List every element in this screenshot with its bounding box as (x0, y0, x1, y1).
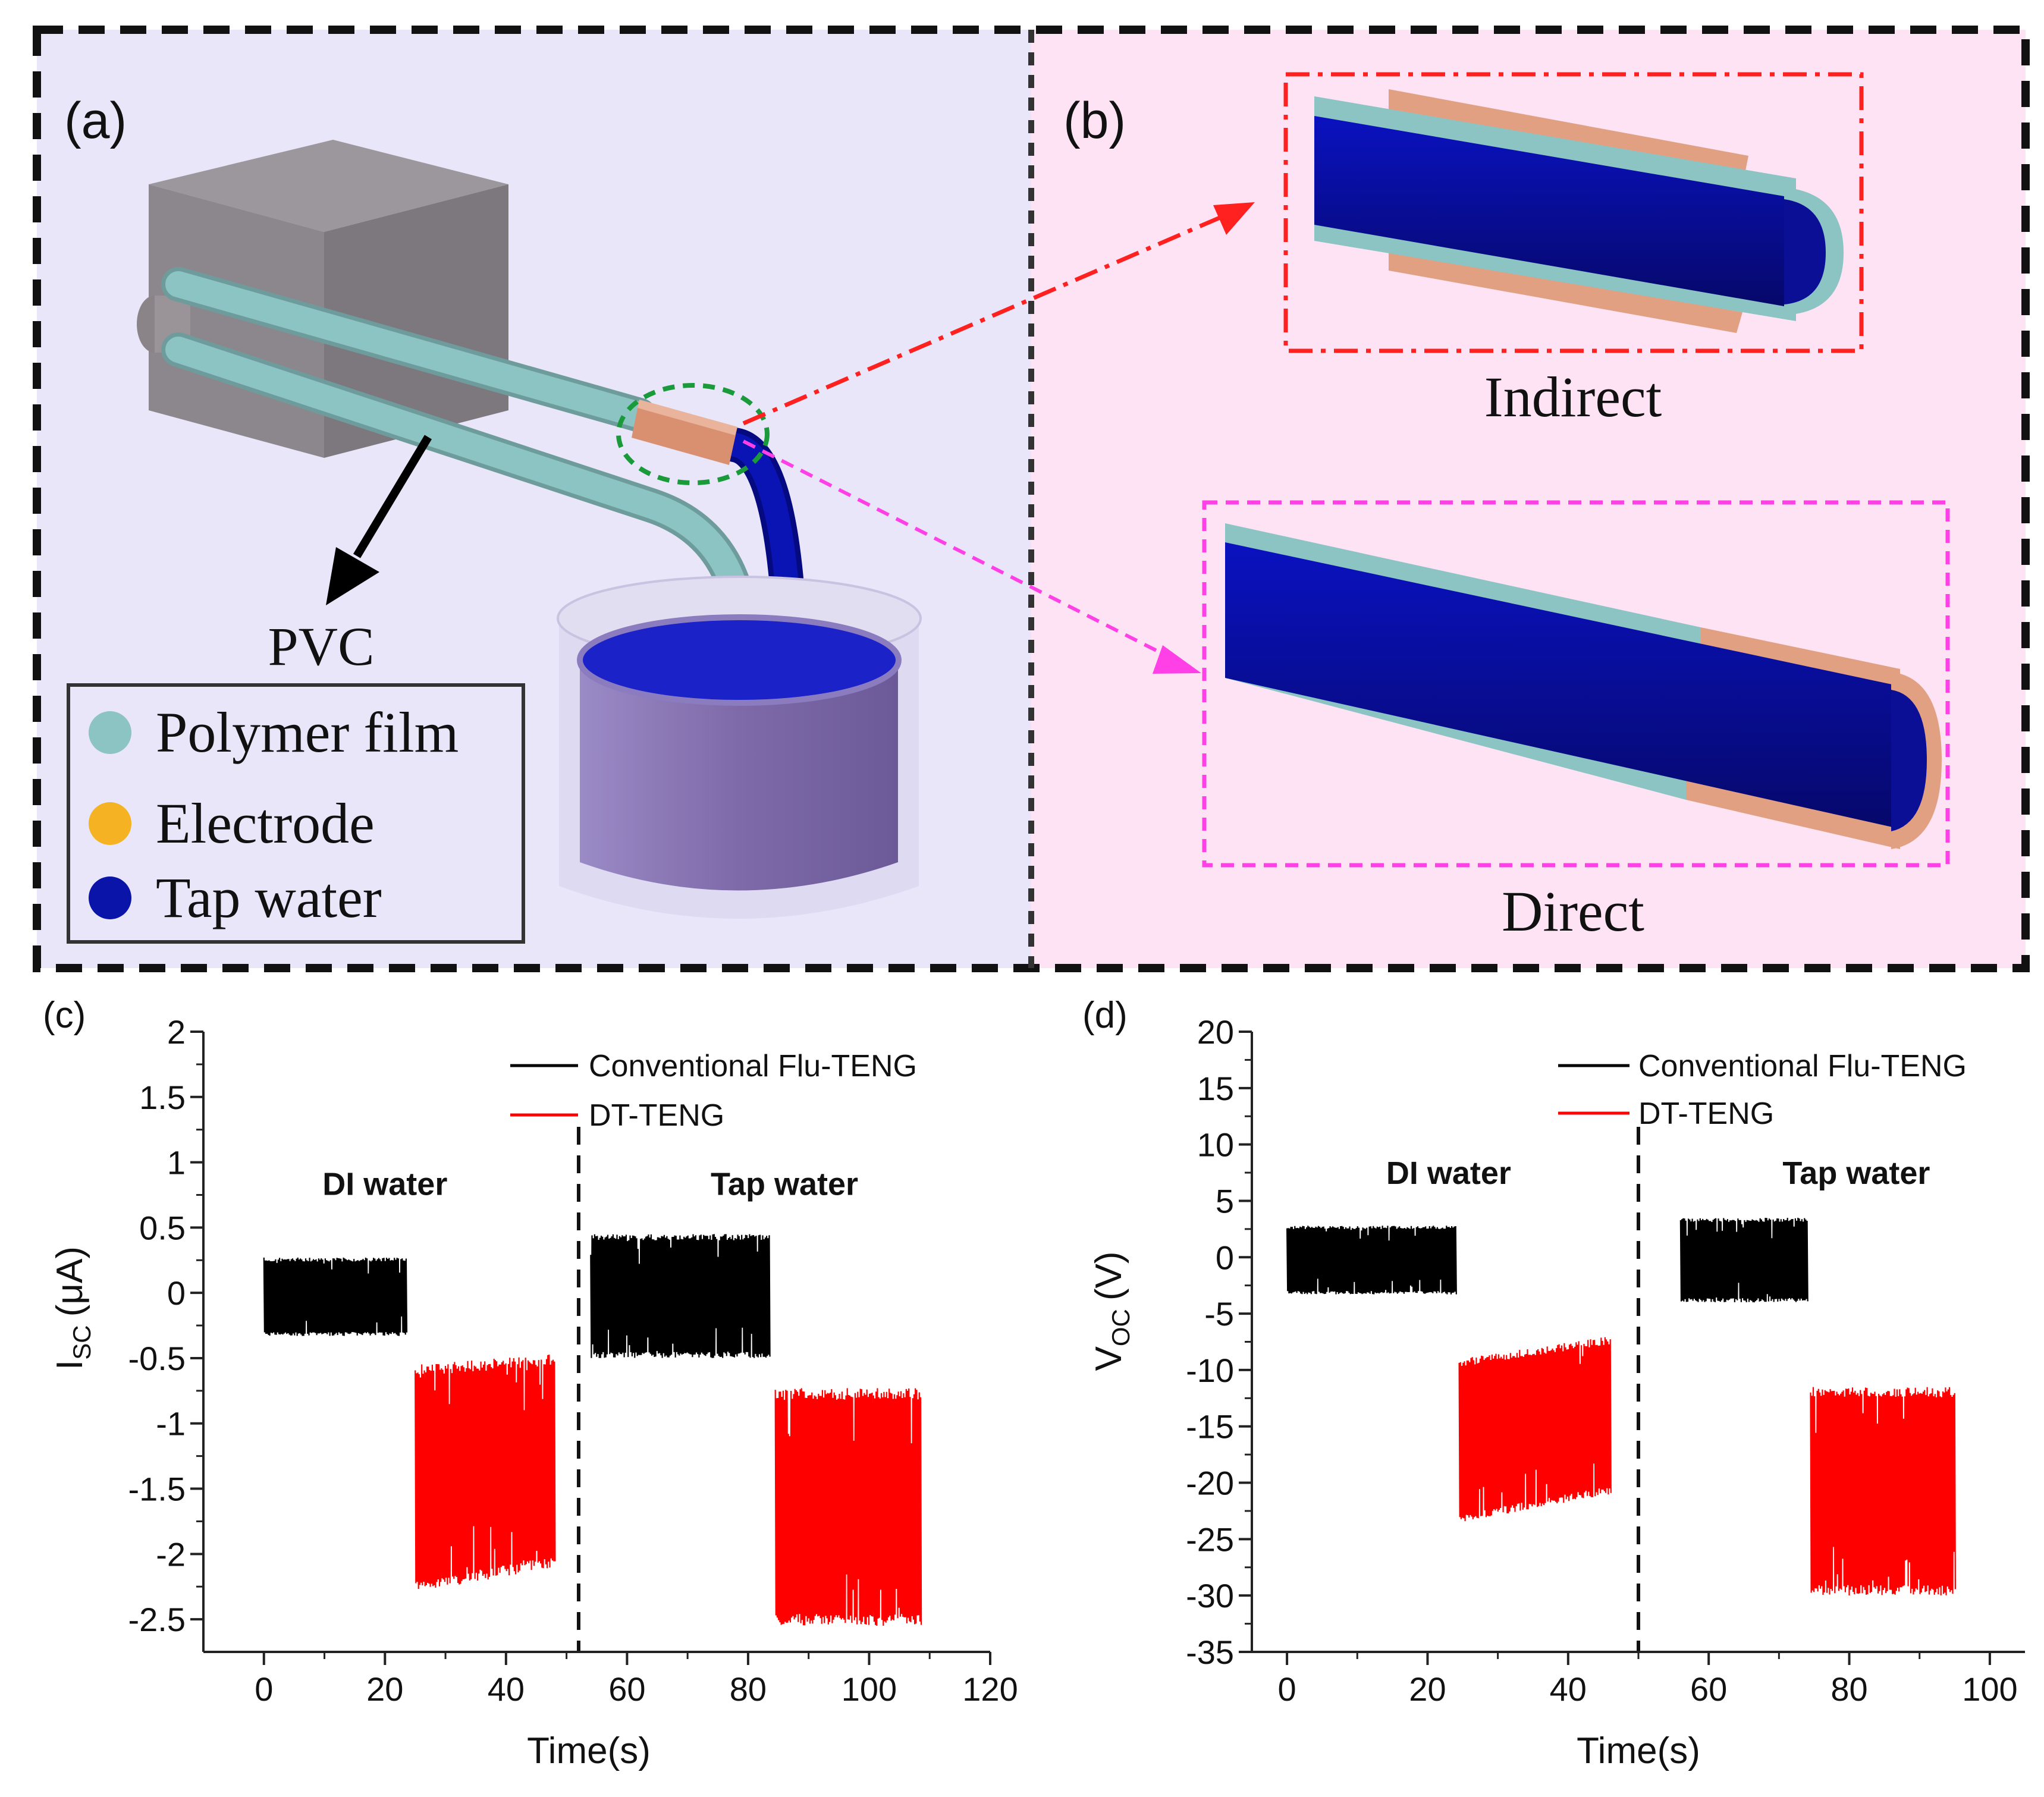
chart-d-y-unit: (V) (1088, 1251, 1129, 1300)
water-container (557, 576, 922, 919)
chart-d-y-tick-label: 10 (1197, 1126, 1234, 1164)
chart-c-series-conventional-tap-water (590, 1234, 771, 1358)
chart-d-plot-area (1286, 1127, 1956, 1652)
chart-c-x-axis: 0 20 40 60 80 100 120 (203, 1651, 1018, 1708)
chart-d-y-tick-label: 20 (1197, 1013, 1234, 1051)
chart-c-y-tick-label: -2 (156, 1535, 186, 1573)
chart-c-legend-conventional: Conventional Flu-TENG (589, 1049, 917, 1083)
chart-d-x-tick-label: 20 (1409, 1670, 1446, 1708)
chart-c-y-tick-label: 0 (167, 1274, 186, 1312)
direct-inset (1202, 500, 1950, 868)
pvc-label: PVC (268, 616, 375, 677)
chart-d-x-tick-label: 100 (1962, 1670, 2017, 1708)
chart-c-y-tick-label: -1 (156, 1405, 186, 1443)
chart-d: (d) 20 15 10 5 0 -5 -10 -15 -20 -25 -30 -35 0 20 40 60… (1082, 995, 2025, 1771)
chart-c-x-tick-label: 100 (842, 1670, 897, 1708)
chart-c-y-symbol: I (49, 1360, 90, 1370)
chart-d-y-tick-label: -25 (1186, 1520, 1234, 1558)
direct-arrow (742, 439, 1201, 674)
chart-c-y-tick-label: 0.5 (139, 1209, 186, 1246)
chart-c-y-subscript: SC (68, 1325, 96, 1359)
chart-c-y-axis: 2 1.5 1 0.5 0 -0.5 -1 -1.5 -2 -2.5 (128, 1013, 205, 1652)
chart-c-legend: Conventional Flu-TENG DT-TENG (510, 1049, 917, 1133)
chart-c-y-tick-label: 1 (167, 1144, 186, 1182)
material-legend: Polymer film Electrode Tap water (67, 683, 525, 944)
chart-d-y-tick-label: -20 (1186, 1465, 1234, 1502)
electrode-swatch (89, 802, 131, 845)
chart-c-x-tick-label: 40 (488, 1670, 525, 1708)
chart-d-y-tick-label: -35 (1186, 1633, 1234, 1671)
chart-d-x-tick-label: 60 (1690, 1670, 1727, 1708)
chart-c-legend-dt: DT-TENG (589, 1098, 724, 1133)
chart-c-annotation-di-water: DI water (322, 1166, 447, 1202)
chart-c-y-tick-label: 2 (167, 1013, 186, 1051)
chart-d-y-tick-label: 0 (1216, 1239, 1234, 1276)
legend-tap-water: Tap water (156, 866, 382, 929)
chart-c-y-axis-label: ISC (μA) (49, 1246, 96, 1370)
chart-c-x-tick-label: 20 (366, 1670, 403, 1708)
chart-c-y-tick-label: -2.5 (128, 1601, 186, 1638)
svg-text:VOC(V): VOC (V) (1088, 1251, 1135, 1371)
chart-d-y-tick-label: -5 (1204, 1295, 1234, 1333)
chart-c-plot-area (263, 1127, 922, 1652)
chart-d-series-dt-di-water (1458, 1337, 1612, 1522)
chart-d-series-conventional-tap-water (1679, 1217, 1808, 1303)
chart-d-y-tick-label: -10 (1186, 1352, 1234, 1389)
chart-c-annotation-tap-water: Tap water (711, 1166, 858, 1202)
chart-d-series-dt-tap-water (1810, 1387, 1956, 1596)
chart-d-series-conventional-di-water (1286, 1226, 1457, 1295)
chart-d-y-symbol: V (1088, 1346, 1129, 1371)
chart-d-annotation-di-water: DI water (1386, 1155, 1511, 1191)
chart-c-series-dt-di-water (415, 1355, 556, 1589)
panel-a-label: (a) (64, 92, 127, 149)
chart-d-x-tick-label: 80 (1831, 1670, 1867, 1708)
chart-c: (c) 2 1.5 1 0.5 0 -0.5 -1 -1.5 -2 -2.5 0 20 40 60 80 1… (43, 995, 1018, 1771)
chart-d-x-axis: 0 20 40 60 80 100 (1252, 1651, 2025, 1708)
chart-d-panel-label: (d) (1082, 995, 1128, 1036)
chart-d-y-tick-label: 5 (1216, 1182, 1234, 1220)
chart-d-legend-dt: DT-TENG (1638, 1097, 1774, 1131)
indirect-arrow (742, 202, 1255, 426)
chart-d-annotation-tap-water: Tap water (1782, 1155, 1930, 1191)
chart-d-y-axis: 20 15 10 5 0 -5 -10 -15 -20 -25 -30 -35 (1186, 1013, 1253, 1671)
legend-electrode: Electrode (156, 791, 375, 855)
chart-c-series-conventional-di-water (263, 1257, 408, 1336)
svg-text:ISC(μA): ISC (μA) (49, 1246, 96, 1370)
legend-polymer-film: Polymer film (156, 700, 459, 764)
chart-d-y-tick-label: 15 (1197, 1070, 1234, 1107)
chart-d-y-tick-label: -15 (1186, 1408, 1234, 1446)
chart-c-x-tick-label: 120 (962, 1670, 1018, 1708)
direct-label: Direct (1502, 879, 1644, 943)
chart-d-y-tick-label: -30 (1186, 1577, 1234, 1614)
chart-c-y-tick-label: -0.5 (128, 1340, 186, 1377)
chart-d-x-tick-label: 40 (1550, 1670, 1587, 1708)
indirect-inset (1283, 72, 1864, 353)
tap-water-swatch (89, 876, 131, 919)
chart-d-x-tick-label: 0 (1278, 1670, 1296, 1708)
electrode-segment (632, 400, 737, 465)
electrode-highlight (616, 383, 770, 485)
chart-d-y-axis-label: VOC (V) (1088, 1251, 1135, 1371)
chart-c-x-tick-label: 80 (730, 1670, 767, 1708)
chart-c-x-axis-label: Time(s) (527, 1730, 651, 1771)
chart-d-legend: Conventional Flu-TENG DT-TENG (1558, 1049, 1967, 1131)
chart-c-y-tick-label: 1.5 (139, 1079, 186, 1116)
chart-d-legend-conventional: Conventional Flu-TENG (1638, 1049, 1967, 1083)
indirect-label: Indirect (1484, 365, 1662, 429)
chart-c-x-tick-label: 0 (255, 1670, 273, 1708)
chart-d-x-axis-label: Time(s) (1577, 1730, 1700, 1771)
chart-c-series-dt-tap-water (774, 1388, 922, 1626)
chart-c-x-tick-label: 60 (608, 1670, 645, 1708)
chart-d-y-subscript: OC (1107, 1309, 1135, 1346)
polymer-film-swatch (89, 711, 131, 754)
pvc-arrow (326, 435, 432, 605)
schematic-panel: (a) (33, 26, 2030, 972)
chart-c-panel-label: (c) (43, 995, 86, 1036)
chart-c-y-tick-label: -1.5 (128, 1471, 186, 1508)
chart-c-y-unit: (μA) (49, 1246, 90, 1317)
panel-b-label: (b) (1063, 92, 1126, 149)
